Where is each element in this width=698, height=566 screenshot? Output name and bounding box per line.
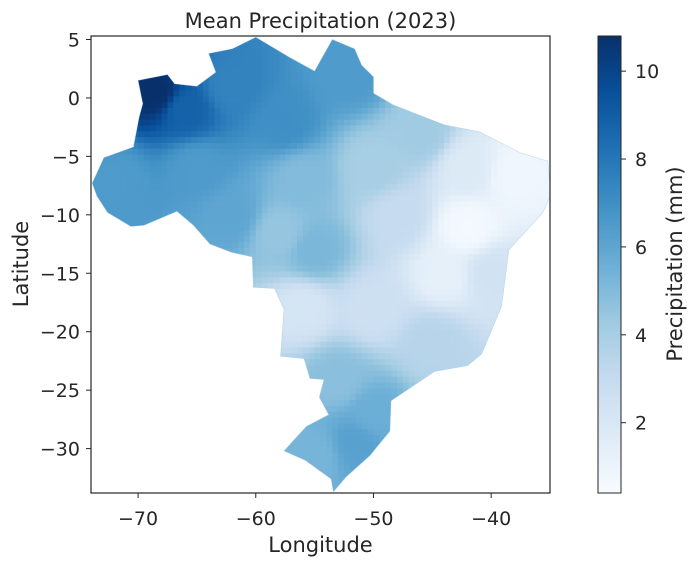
y-tick-label: −5 [52,146,80,168]
x-axis-label: Longitude [268,533,372,557]
y-axis-ticks: 5 0 −5 −10 −15 −20 −25 −30 [40,30,91,461]
colorbar-ticks: 2 4 6 8 10 [621,61,659,435]
x-tick-label: −50 [353,508,393,530]
colorbar-tick-label: 2 [635,413,647,435]
y-tick-label: 0 [68,88,80,110]
colorbar-tick-label: 8 [635,149,647,171]
colorbar-label: Precipitation (mm) [663,166,687,361]
x-tick-label: −70 [118,508,158,530]
y-tick-label: −20 [40,322,80,344]
region-boundary [91,36,550,493]
axes-frame [90,35,551,494]
colorbar-gradient [597,35,622,494]
x-axis-ticks: −70 −60 −50 −40 [118,493,511,530]
colorbar-tick-label: 10 [635,61,659,83]
y-tick-label: −15 [40,263,80,285]
colorbar-tick-label: 6 [635,237,647,259]
y-tick-label: −10 [40,205,80,227]
colorbar: 2 4 6 8 10 Precipitation (mm) [597,35,687,494]
x-tick-label: −40 [471,508,511,530]
y-tick-label: −30 [40,439,80,461]
y-tick-label: 5 [68,30,80,52]
x-tick-label: −60 [236,508,276,530]
y-axis-label: Latitude [9,221,33,307]
chart-title: Mean Precipitation (2023) [185,9,457,33]
y-tick-label: −25 [40,380,80,402]
colorbar-tick-label: 4 [635,325,647,347]
